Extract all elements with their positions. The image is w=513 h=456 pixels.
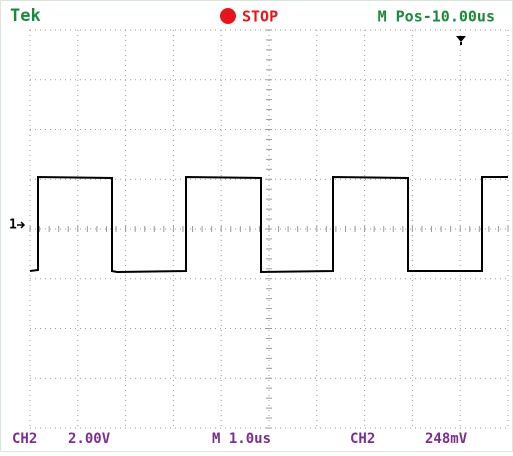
brand-label: Tek — [10, 6, 41, 26]
time-per-div: M 1.0us — [212, 431, 271, 447]
trigger-channel: CH2 — [350, 431, 375, 447]
stop-indicator — [220, 8, 236, 24]
volts-per-div: 2.00V — [68, 431, 111, 447]
graticule — [29, 29, 509, 429]
channel-arrow — [17, 221, 26, 229]
trigger-level: 248mV — [425, 431, 468, 447]
status-label: STOP — [242, 8, 278, 26]
channel-marker: 1 — [9, 218, 17, 233]
trigger-position-marker — [456, 36, 466, 45]
position-label: M Pos-10.00us — [378, 8, 495, 26]
channel-label: CH2 — [12, 431, 37, 447]
waveform — [29, 175, 508, 274]
